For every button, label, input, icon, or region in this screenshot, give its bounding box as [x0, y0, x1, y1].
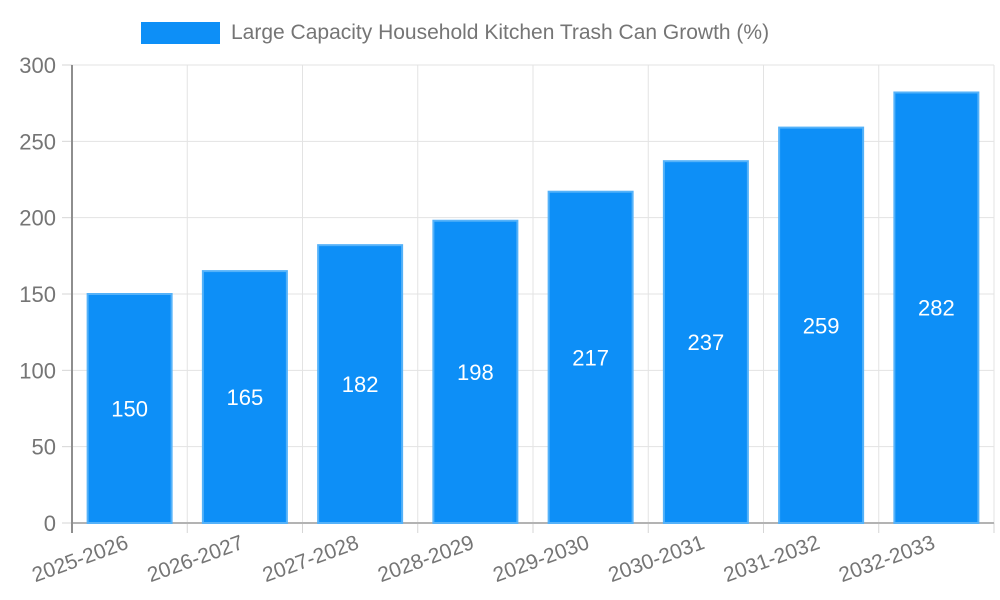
x-axis-tick-label: 2031-2032	[721, 531, 823, 587]
x-axis-tick-label: 2027-2028	[260, 531, 362, 587]
y-axis-tick-label: 250	[19, 129, 56, 154]
bar-value-label: 165	[227, 385, 264, 410]
x-axis-tick-label: 2028-2029	[375, 531, 477, 587]
bar-value-label: 217	[572, 345, 609, 370]
bar[interactable]	[778, 126, 865, 525]
legend-label: Large Capacity Household Kitchen Trash C…	[231, 21, 770, 44]
bar[interactable]	[201, 270, 288, 524]
bar-value-label: 182	[342, 372, 379, 397]
bar[interactable]	[317, 244, 404, 524]
x-axis-tick-label: 2025-2026	[29, 531, 131, 587]
bar-value-label: 198	[457, 360, 494, 385]
y-axis-tick-label: 100	[19, 358, 56, 383]
bar-value-label: 237	[688, 330, 725, 355]
bar[interactable]	[893, 91, 980, 524]
x-axis-tick-label: 2032-2033	[836, 531, 938, 587]
bar-value-label: 150	[111, 397, 148, 422]
legend[interactable]: Large Capacity Household Kitchen Trash C…	[141, 21, 769, 44]
x-axis-tick-label: 2030-2031	[605, 531, 707, 587]
y-axis-tick-label: 300	[19, 53, 56, 78]
x-axis-tick-label: 2026-2027	[144, 531, 246, 587]
legend-swatch	[141, 21, 220, 44]
bar[interactable]	[432, 219, 519, 524]
y-axis-tick-label: 150	[19, 282, 56, 307]
bar[interactable]	[86, 293, 173, 524]
bar[interactable]	[662, 160, 749, 524]
x-axis-tick-label: 2029-2030	[490, 531, 592, 587]
y-axis-tick-label: 200	[19, 206, 56, 231]
y-axis-tick-label: 0	[44, 511, 56, 536]
bar-value-label: 282	[918, 296, 955, 321]
y-axis-tick-label: 50	[32, 435, 56, 460]
bar-value-label: 259	[803, 313, 840, 338]
bar[interactable]	[547, 190, 634, 524]
